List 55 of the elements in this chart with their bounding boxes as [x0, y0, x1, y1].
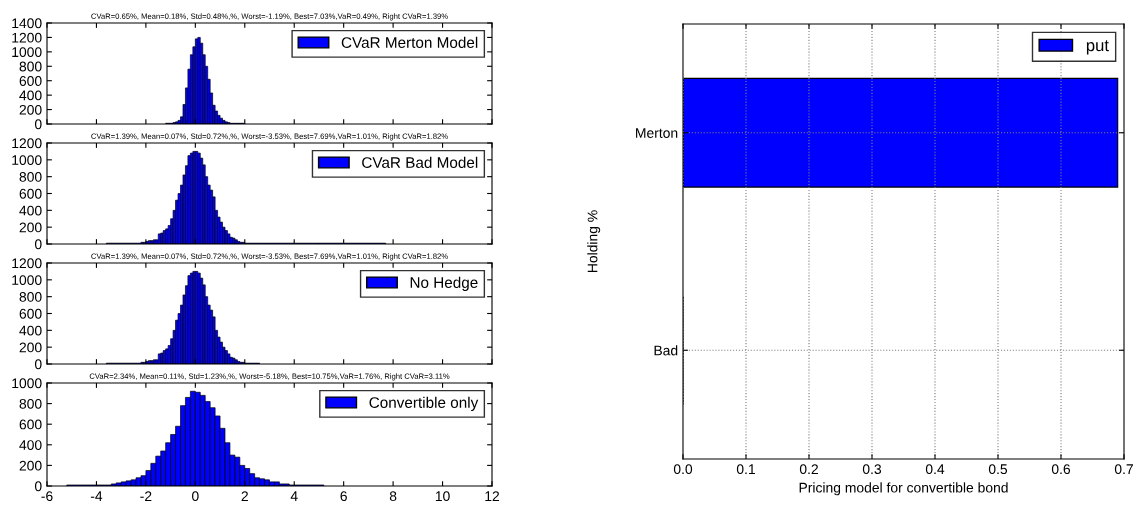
x-tick-label: 6 [340, 491, 347, 502]
legend-label: No Hedge [410, 276, 478, 291]
y-tick-label: 0 [34, 359, 42, 370]
x-tick-label: 8 [389, 491, 397, 502]
y-tick-label: 400 [19, 90, 42, 101]
y-tick-label: 800 [19, 292, 42, 302]
x-tick-label: 0.1 [736, 464, 755, 475]
y-tick-label: 600 [19, 308, 42, 319]
y-tick-label: 1000 [12, 378, 42, 389]
y-tick-label: 400 [19, 205, 42, 216]
y-axis-title: Holding % [587, 210, 601, 273]
x-tick-label: 0 [192, 491, 199, 502]
y-tick-label: 1000 [12, 47, 42, 58]
x-tick-label: 0.2 [799, 464, 818, 475]
y-tick-label: 800 [19, 172, 42, 182]
y-tick-label: 200 [19, 342, 42, 353]
y-tick-label: 1400 [12, 18, 42, 29]
y-tick-label: 600 [19, 76, 42, 86]
y-tick-label: Merton [636, 128, 678, 138]
y-tick-label: 200 [19, 222, 42, 233]
y-tick-label: 200 [19, 460, 42, 471]
y-tick-label: Bad [654, 345, 678, 356]
y-tick-label: 0 [34, 239, 42, 250]
y-tick-label: 0 [34, 481, 42, 492]
y-tick-label: 600 [19, 419, 42, 430]
x-tick-label: 0.4 [925, 464, 945, 475]
x-tick-label: 0.3 [862, 464, 882, 475]
x-tick-label: 4 [290, 491, 298, 501]
x-tick-label: 12 [485, 491, 500, 501]
x-tick-label: 2 [241, 491, 248, 501]
legend-label: Convertible only [369, 396, 479, 411]
y-tick-label: 800 [19, 61, 42, 72]
y-tick-label: 800 [19, 398, 42, 409]
y-tick-label: 1200 [12, 138, 42, 149]
legend-label: put [1086, 40, 1109, 55]
x-tick-label: -6 [41, 491, 53, 502]
y-tick-label: 1200 [12, 258, 42, 269]
y-tick-label: 200 [19, 104, 42, 115]
x-tick-label: 0.6 [1051, 464, 1071, 475]
legend-label: CVaR Bad Model [362, 156, 478, 168]
y-tick-label: 400 [19, 325, 42, 336]
x-tick-label: -2 [140, 491, 152, 501]
x-tick-label: 0.5 [988, 464, 1008, 475]
y-tick-label: 1000 [12, 155, 42, 165]
x-tick-label: -4 [90, 491, 103, 501]
x-tick-label: 0.7 [1114, 464, 1133, 475]
y-tick-label: 0 [34, 119, 42, 130]
legend-label: CVaR Merton Model [341, 36, 478, 48]
x-axis-title: Pricing model for convertible bond [799, 482, 1008, 496]
x-tick-label: 0.0 [673, 464, 693, 475]
y-tick-label: 1200 [12, 32, 42, 43]
y-tick-label: 600 [19, 188, 42, 199]
y-tick-label: 400 [19, 440, 42, 450]
y-tick-label: 1000 [12, 275, 42, 285]
x-tick-label: 10 [435, 491, 450, 502]
